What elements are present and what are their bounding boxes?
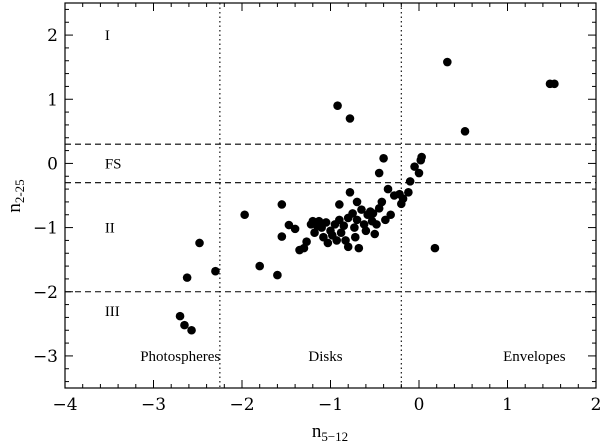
data-point bbox=[343, 242, 353, 252]
y-tick-label-0: −3 bbox=[33, 347, 58, 367]
plot-frame bbox=[64, 2, 597, 389]
data-point bbox=[290, 224, 300, 234]
x-axis-title-sub: 5−12 bbox=[321, 429, 348, 442]
data-point bbox=[368, 209, 378, 218]
data-points bbox=[175, 57, 559, 335]
region-label-disks: Disks bbox=[308, 349, 342, 365]
data-point bbox=[240, 210, 249, 220]
axis-ticks: −4 −3 −2 −1 0 1 2 −3 −2 −1 0 1 2 bbox=[33, 3, 600, 415]
region-label-photospheres: Photospheres bbox=[140, 349, 220, 365]
data-point bbox=[284, 220, 294, 230]
data-point bbox=[354, 243, 364, 253]
x-tick-label-3: −1 bbox=[318, 395, 343, 415]
data-point bbox=[550, 79, 559, 89]
y-tick-label-4: 1 bbox=[47, 90, 58, 110]
data-point bbox=[386, 210, 395, 220]
data-point bbox=[398, 194, 408, 204]
x-tick-label-1: −3 bbox=[141, 395, 166, 415]
data-point bbox=[417, 152, 426, 162]
y-tick-label-5: 2 bbox=[47, 26, 58, 46]
y-tick-label-2: −1 bbox=[33, 219, 58, 239]
data-point bbox=[379, 153, 388, 163]
region-label-iii: III bbox=[105, 304, 120, 320]
data-point bbox=[175, 311, 185, 321]
region-label-ii: II bbox=[105, 221, 115, 237]
data-point bbox=[357, 205, 366, 214]
data-point bbox=[333, 101, 342, 110]
x-axis-title-base: n bbox=[312, 421, 322, 442]
data-point bbox=[370, 229, 380, 239]
data-point bbox=[350, 223, 359, 232]
data-point bbox=[405, 177, 415, 186]
x-axis-title: n5−12 bbox=[312, 421, 348, 442]
y-tick-label-1: −2 bbox=[33, 283, 58, 303]
x-tick-label-0: −4 bbox=[52, 395, 77, 415]
region-label-envelopes: Envelopes bbox=[503, 349, 566, 365]
data-point bbox=[414, 168, 424, 178]
data-point bbox=[352, 215, 362, 225]
data-point bbox=[321, 218, 331, 227]
x-tick-label-6: 2 bbox=[591, 395, 600, 415]
data-point bbox=[277, 200, 287, 209]
data-point bbox=[180, 320, 189, 330]
data-point bbox=[383, 184, 393, 194]
data-point bbox=[302, 237, 311, 246]
x-tick-label-2: −2 bbox=[229, 395, 254, 415]
data-point bbox=[339, 221, 349, 230]
y-tick-label-3: 0 bbox=[47, 154, 58, 174]
data-point bbox=[377, 197, 387, 207]
y-axis-title-sub: 2-25 bbox=[12, 179, 27, 203]
region-label-fs: FS bbox=[105, 156, 122, 172]
x-tick-label-4: 0 bbox=[414, 395, 425, 415]
data-point bbox=[352, 197, 362, 207]
data-point bbox=[404, 187, 413, 197]
data-point bbox=[410, 162, 419, 171]
data-point bbox=[336, 228, 346, 238]
data-point bbox=[195, 238, 204, 248]
data-point bbox=[381, 215, 390, 225]
data-point bbox=[335, 200, 344, 209]
data-point bbox=[310, 228, 319, 238]
data-point bbox=[348, 209, 357, 218]
data-point bbox=[443, 57, 452, 67]
data-point bbox=[187, 325, 196, 335]
data-point bbox=[277, 232, 287, 241]
data-point bbox=[211, 266, 220, 276]
data-point bbox=[273, 270, 282, 280]
data-point bbox=[430, 243, 440, 253]
data-point bbox=[374, 168, 384, 178]
y-axis-title-base: n bbox=[4, 203, 25, 213]
reference-lines bbox=[65, 3, 596, 388]
data-point bbox=[255, 261, 264, 271]
data-point bbox=[350, 232, 360, 242]
region-label-i: I bbox=[105, 28, 110, 44]
data-point bbox=[460, 127, 470, 136]
data-point bbox=[323, 238, 333, 248]
data-point bbox=[182, 273, 192, 282]
data-point bbox=[345, 114, 355, 123]
data-point bbox=[372, 220, 381, 229]
data-point bbox=[345, 187, 355, 197]
y-axis-title: n2-25 bbox=[4, 179, 27, 212]
data-point bbox=[361, 226, 371, 236]
x-tick-label-5: 1 bbox=[502, 395, 513, 415]
data-point bbox=[332, 236, 341, 245]
